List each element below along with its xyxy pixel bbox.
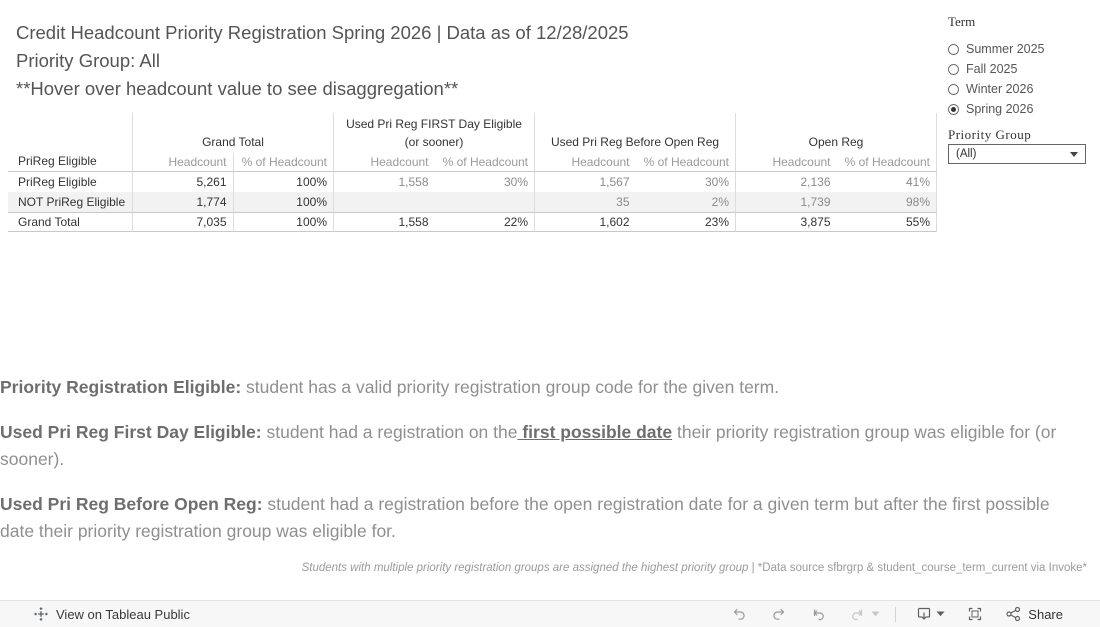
definition-term: Priority Registration Eligible: — [0, 377, 242, 397]
table-cell[interactable]: 100% — [234, 172, 334, 192]
table-cell[interactable]: 22% — [434, 212, 535, 232]
table-row-label[interactable]: PriReg Eligible — [8, 172, 133, 192]
table-cell[interactable]: 1,739 — [736, 192, 837, 212]
footnote-separator: | — [748, 562, 758, 574]
column-group-first-day: Used Pri Reg FIRST Day Eligible (or soon… — [334, 113, 535, 153]
table-cell[interactable]: 3,875 — [736, 212, 837, 232]
definition-text: student had a registration before the op… — [0, 494, 1050, 541]
table-cell[interactable]: 98% — [836, 192, 937, 212]
column-header-headcount: Headcount — [133, 153, 234, 172]
title-line-3: **Hover over headcount value to see disa… — [16, 78, 459, 99]
table-cell[interactable]: 30% — [636, 172, 736, 192]
column-header-headcount: Headcount — [334, 153, 435, 172]
table-cell[interactable]: 7,035 — [133, 212, 234, 232]
view-on-tableau-public-label: View on Tableau Public — [56, 606, 190, 622]
radio-label: Winter 2026 — [966, 82, 1034, 96]
tableau-logo-icon — [33, 606, 49, 622]
table-row-header-label: PriReg Eligible — [8, 113, 133, 172]
fullscreen-icon[interactable] — [967, 606, 983, 622]
column-group-grand-total: Grand Total — [133, 113, 334, 153]
radio-icon[interactable] — [948, 103, 959, 115]
term-option-winter-2026[interactable]: Winter 2026 — [948, 79, 1045, 99]
undo-icon[interactable] — [731, 606, 747, 622]
definition-used-pri-reg-first-day: Used Pri Reg First Day Eligible: student… — [0, 419, 1080, 473]
table-cell[interactable] — [334, 192, 435, 212]
table-row-label[interactable]: NOT PriReg Eligible — [8, 192, 133, 212]
table-row-label[interactable]: Grand Total — [8, 212, 133, 232]
term-option-spring-2026[interactable]: Spring 2026 — [948, 99, 1045, 119]
title-line-1: Credit Headcount Priority Registration S… — [16, 22, 629, 43]
column-header-pct-headcount: % of Headcount — [434, 153, 535, 172]
table-cell[interactable]: 1,602 — [535, 212, 636, 232]
view-on-tableau-public-link[interactable]: View on Tableau Public — [33, 606, 190, 622]
radio-icon[interactable] — [948, 63, 959, 75]
share-icon[interactable] — [1005, 606, 1022, 622]
table-cell[interactable]: 5,261 — [133, 172, 234, 192]
column-header-pct-headcount: % of Headcount — [233, 153, 334, 172]
priority-group-dropdown[interactable]: (All) — [948, 144, 1086, 164]
table-cell[interactable]: 100% — [233, 212, 334, 232]
title-line-2: Priority Group: All — [16, 50, 160, 71]
table-cell[interactable]: 35 — [535, 192, 636, 212]
priority-group-dropdown-value: (All) — [956, 148, 977, 160]
table-cell[interactable]: 55% — [836, 212, 937, 232]
column-group-open-reg: Open Reg — [736, 113, 937, 153]
table-cell[interactable]: 2% — [635, 192, 736, 212]
table-cell[interactable]: 1,558 — [398, 175, 429, 189]
column-group-before-open-reg: Used Pri Reg Before Open Reg — [535, 113, 736, 153]
table-cell[interactable]: 100% — [233, 192, 334, 212]
column-header-headcount: Headcount — [535, 153, 636, 172]
definition-priority-registration-eligible: Priority Registration Eligible: student … — [0, 374, 1080, 401]
table-cell[interactable]: 23% — [635, 212, 736, 232]
radio-label: Spring 2026 — [966, 102, 1034, 116]
revert-icon[interactable] — [811, 606, 827, 622]
priority-group-filter-label: Priority Group — [948, 127, 1032, 142]
download-icon[interactable] — [916, 606, 932, 622]
toolbar-buttons: Share — [731, 601, 1063, 627]
redo-icon[interactable] — [771, 606, 787, 622]
chevron-down-icon — [1070, 151, 1078, 157]
definition-text: student has a valid priority registratio… — [241, 377, 780, 397]
definition-used-pri-reg-before-open-reg: Used Pri Reg Before Open Reg: student ha… — [0, 491, 1080, 545]
column-header-pct-headcount: % of Headcount — [635, 153, 736, 172]
tableau-toolbar: View on Tableau Public — [0, 600, 1100, 627]
term-filter: Term Summer 2025 Fall 2025 Winter 2026 S… — [948, 14, 1045, 119]
headcount-table: PriReg Eligible Grand Total Used Pri Reg… — [8, 113, 937, 232]
table-cell[interactable]: 1,558 — [334, 212, 435, 232]
dashboard-title: Credit Headcount Priority Registration S… — [16, 19, 629, 103]
radio-icon[interactable] — [948, 83, 959, 95]
refresh-icon — [849, 606, 865, 622]
footnote: Students with multiple priority registra… — [302, 562, 1087, 574]
definition-term: Used Pri Reg First Day Eligible: — [0, 422, 262, 442]
share-label[interactable]: Share — [1028, 606, 1063, 622]
column-header-pct-headcount: % of Headcount — [836, 153, 937, 172]
table-cell[interactable]: 30% — [435, 172, 535, 192]
radio-label: Fall 2025 — [966, 62, 1018, 76]
footnote-italic: Students with multiple priority registra… — [301, 562, 749, 574]
radio-label: Summer 2025 — [966, 42, 1045, 56]
definition-text: student had a registration on the — [261, 422, 518, 442]
refresh-caret-icon — [871, 611, 880, 617]
footnote-source: *Data source sfbrgrp & student_course_te… — [757, 562, 1087, 574]
definition-text: their priority registration group was el… — [0, 422, 1057, 469]
table-cell[interactable]: 1,774 — [133, 192, 234, 212]
toolbar-divider — [895, 606, 897, 622]
term-filter-label: Term — [948, 14, 976, 29]
column-header-headcount: Headcount — [736, 153, 837, 172]
definition-highlight: first possible date — [517, 422, 673, 442]
table-cell[interactable]: 41% — [837, 172, 937, 192]
term-option-summer-2025[interactable]: Summer 2025 — [948, 39, 1045, 59]
term-option-fall-2025[interactable]: Fall 2025 — [948, 59, 1045, 79]
table-cell[interactable]: 1,567 — [599, 175, 630, 189]
table-cell[interactable] — [434, 192, 535, 212]
radio-icon[interactable] — [948, 43, 959, 55]
download-caret-icon[interactable] — [936, 611, 945, 617]
table-cell[interactable]: 2,136 — [800, 175, 831, 189]
definition-term: Used Pri Reg Before Open Reg: — [0, 494, 263, 514]
